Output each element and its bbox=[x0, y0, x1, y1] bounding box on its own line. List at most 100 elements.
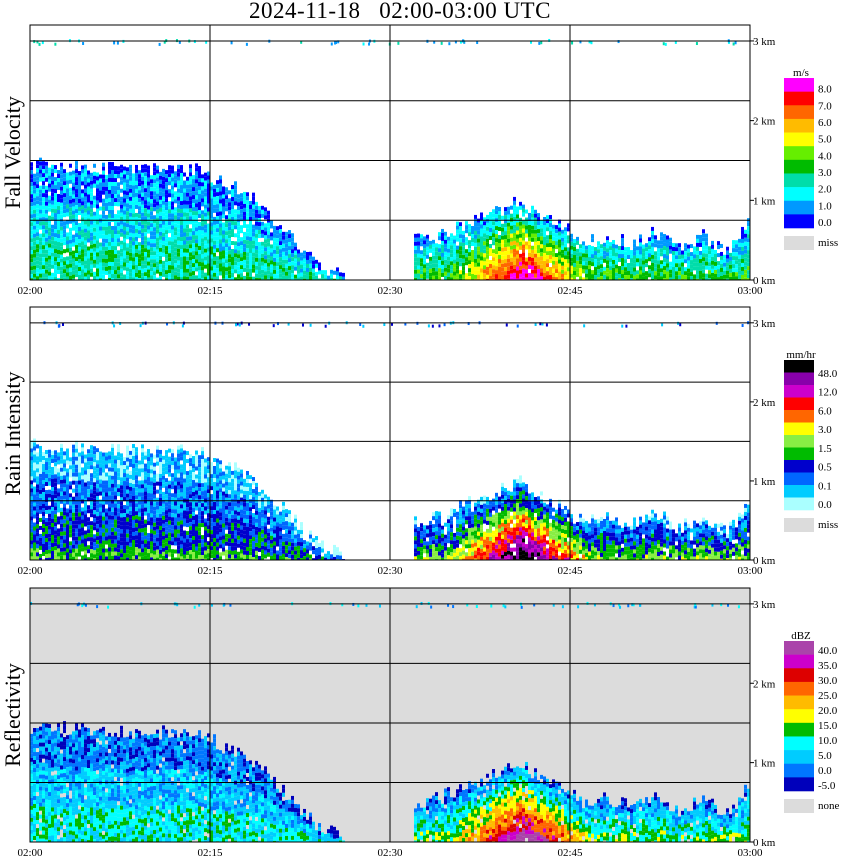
colorbar-swatch bbox=[784, 485, 814, 498]
colorbar-swatch bbox=[784, 410, 814, 423]
colorbar-label: 1.0 bbox=[818, 200, 832, 212]
y-tick-label: 3 km bbox=[753, 318, 776, 330]
x-tick-label: 02:30 bbox=[377, 285, 403, 297]
y-tick-label: 2 km bbox=[753, 397, 776, 409]
colorbar-swatch bbox=[784, 173, 814, 188]
colorbar-swatch bbox=[784, 750, 814, 765]
y-tick-label: 1 km bbox=[753, 476, 776, 488]
colorbar-label: 0.0 bbox=[818, 217, 832, 229]
grid bbox=[29, 25, 751, 280]
colorbar-label: 0.0 bbox=[818, 765, 832, 777]
colorbar-swatch bbox=[784, 91, 814, 106]
colorbar-swatch bbox=[784, 472, 814, 486]
y-tick-label: 1 km bbox=[753, 195, 776, 207]
colorbar-swatch bbox=[784, 763, 814, 778]
colorbar-label: 3.0 bbox=[818, 424, 832, 436]
missing-label: miss bbox=[818, 519, 838, 531]
x-tick-label: 02:45 bbox=[557, 565, 583, 577]
panel-fall-velocity: 02:00 02:15 02:30 02:45 03:000 km 1 km 2 km 3 k… bbox=[0, 24, 838, 297]
colorbar-swatch bbox=[784, 497, 814, 511]
y-tick-label: 1 km bbox=[753, 758, 776, 770]
y-tick-label: 0 km bbox=[753, 837, 776, 849]
colorbar-label: 8.0 bbox=[818, 84, 832, 96]
colorbar: dBZ 40.0 35.0 30.0 25.0 20.0 15.0 10.0 5.0 0.0 -5.… bbox=[784, 630, 840, 813]
colorbar-swatch bbox=[784, 105, 814, 120]
colorbar-label: 25.0 bbox=[818, 690, 838, 702]
plot-frame bbox=[29, 587, 751, 843]
y-tick-label: 3 km bbox=[753, 36, 776, 48]
colorbar-swatch bbox=[784, 435, 814, 448]
x-tick-label: 02:00 bbox=[17, 565, 43, 577]
colorbar-label: 5.0 bbox=[818, 134, 832, 146]
colorbar-swatch bbox=[784, 722, 814, 737]
colorbar-label: 7.0 bbox=[818, 100, 832, 112]
colorbar-swatch bbox=[784, 118, 814, 133]
missing-swatch bbox=[784, 799, 814, 813]
colorbar-unit: mm/hr bbox=[786, 349, 816, 361]
colorbar-swatch bbox=[784, 681, 814, 696]
x-tick-label: 02:30 bbox=[377, 847, 403, 859]
colorbar-label: 0.0 bbox=[818, 499, 832, 511]
colorbar-label: 1.5 bbox=[818, 443, 832, 455]
x-tick-label: 02:00 bbox=[17, 285, 43, 297]
colorbar-swatch bbox=[784, 736, 814, 751]
colorbar-swatch bbox=[784, 709, 814, 724]
colorbar-label: 6.0 bbox=[818, 405, 832, 417]
missing-swatch bbox=[784, 236, 814, 250]
panel-ylabel: Rain Intensity bbox=[0, 371, 25, 495]
colorbar-label: 4.0 bbox=[818, 150, 832, 162]
echo-field bbox=[30, 321, 750, 560]
colorbar-label: 6.0 bbox=[818, 117, 832, 129]
panel-ylabel: Fall Velocity bbox=[0, 96, 25, 209]
missing-label: none bbox=[818, 800, 840, 812]
colorbar-swatch bbox=[784, 146, 814, 161]
x-tick-label: 03:00 bbox=[737, 565, 763, 577]
colorbar-label: 48.0 bbox=[818, 368, 838, 380]
colorbar: m/s 8.0 7.0 6.0 5.0 4.0 3.0 2.0 1.0 0.0 miss bbox=[784, 67, 838, 250]
x-tick-label: 02:00 bbox=[17, 847, 43, 859]
y-tick-label: 0 km bbox=[753, 555, 776, 567]
colorbar-label: 15.0 bbox=[818, 720, 838, 732]
colorbar-label: 30.0 bbox=[818, 675, 838, 687]
x-tick-label: 02:45 bbox=[557, 285, 583, 297]
x-tick-label: 02:15 bbox=[197, 285, 223, 297]
colorbar-swatch bbox=[784, 78, 814, 92]
colorbar-swatch bbox=[784, 214, 814, 229]
panel-ylabel: Reflectivity bbox=[0, 663, 25, 767]
colorbar-swatch bbox=[784, 460, 814, 473]
panel-rain-intensity: 02:00 02:15 02:30 02:45 03:000 km 1 km 2 km 3 k… bbox=[0, 306, 838, 577]
y-tick-label: 3 km bbox=[753, 599, 776, 611]
colorbar-swatch bbox=[784, 385, 814, 398]
chart-title: 2024-11-18 02:00-03:00 UTC bbox=[249, 0, 551, 23]
colorbar-label: 3.0 bbox=[818, 167, 832, 179]
colorbar-swatch bbox=[784, 668, 814, 683]
colorbar-swatch bbox=[784, 360, 814, 373]
y-tick-label: 2 km bbox=[753, 678, 776, 690]
colorbar-swatch bbox=[784, 132, 814, 147]
x-tick-label: 02:30 bbox=[377, 565, 403, 577]
y-tick-label: 2 km bbox=[753, 116, 776, 128]
colorbar-swatch bbox=[784, 200, 814, 215]
colorbar-label: 20.0 bbox=[818, 705, 838, 717]
missing-label: miss bbox=[818, 237, 838, 249]
colorbar-label: -5.0 bbox=[818, 780, 836, 792]
colorbar-unit: dBZ bbox=[791, 630, 811, 642]
x-tick-label: 02:15 bbox=[197, 565, 223, 577]
colorbar-swatch bbox=[784, 641, 814, 655]
colorbar-swatch bbox=[784, 422, 814, 436]
colorbar-unit: m/s bbox=[793, 67, 809, 79]
colorbar-swatch bbox=[784, 447, 814, 461]
colorbar-label: 10.0 bbox=[818, 735, 838, 747]
colorbar-label: 2.0 bbox=[818, 184, 832, 196]
colorbar-swatch bbox=[784, 187, 814, 202]
y-tick-label: 0 km bbox=[753, 275, 776, 287]
panel-reflectivity: 02:00 02:15 02:30 02:45 03:000 km 1 km 2 km 3 k… bbox=[0, 587, 840, 859]
colorbar-swatch bbox=[784, 695, 814, 710]
colorbar-label: 35.0 bbox=[818, 660, 838, 672]
colorbar-label: 0.1 bbox=[818, 480, 832, 492]
plot-frame bbox=[29, 24, 751, 281]
missing-swatch bbox=[784, 518, 814, 532]
colorbar-label: 5.0 bbox=[818, 750, 832, 762]
